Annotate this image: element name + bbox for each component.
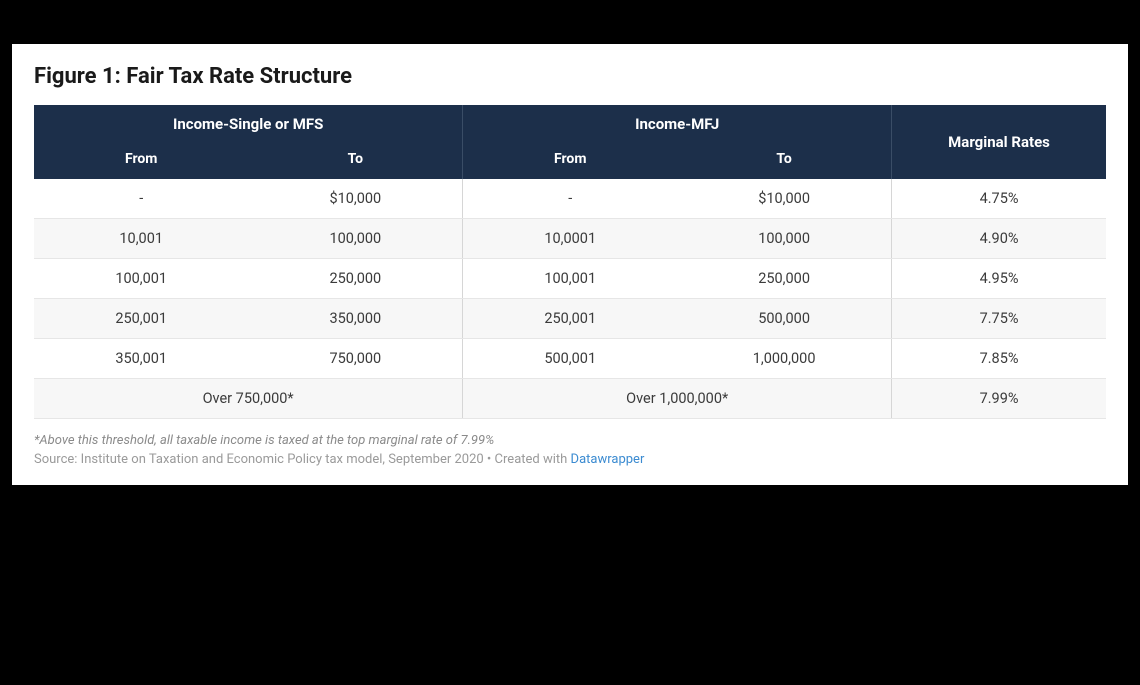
table-header: Income-Single or MFS Income-MFJ Marginal… [34, 105, 1106, 179]
cell-rate: 4.75% [892, 179, 1106, 219]
cell-single-to: 350,000 [248, 299, 462, 339]
cell-single-to: 750,000 [248, 339, 462, 379]
cell-single-to: $10,000 [248, 179, 462, 219]
cell-single-from: 350,001 [34, 339, 248, 379]
table-row: 100,001250,000100,001250,0004.95% [34, 259, 1106, 299]
col-group-mfj: Income-MFJ [463, 105, 892, 143]
cell-single-to: 100,000 [248, 219, 462, 259]
figure-title: Figure 1: Fair Tax Rate Structure [34, 64, 1106, 89]
col-mfj-to: To [677, 143, 891, 179]
cell-rate: 4.95% [892, 259, 1106, 299]
tax-table: Income-Single or MFS Income-MFJ Marginal… [34, 105, 1106, 419]
table-row: -$10,000-$10,0004.75% [34, 179, 1106, 219]
cell-single-from: 100,001 [34, 259, 248, 299]
source-line: Source: Institute on Taxation and Econom… [34, 452, 1106, 467]
cell-mfj-to: 100,000 [677, 219, 891, 259]
cell-single-span: Over 750,000* [34, 379, 463, 419]
col-group-single: Income-Single or MFS [34, 105, 463, 143]
cell-rate: 7.85% [892, 339, 1106, 379]
table-row: 250,001350,000250,001500,0007.75% [34, 299, 1106, 339]
cell-mfj-to: 500,000 [677, 299, 891, 339]
figure-card: Figure 1: Fair Tax Rate Structure Income… [12, 44, 1128, 485]
cell-single-from: 250,001 [34, 299, 248, 339]
col-single-to: To [248, 143, 462, 179]
col-mfj-from: From [463, 143, 677, 179]
table-row: 350,001750,000500,0011,000,0007.85% [34, 339, 1106, 379]
table-row: Over 750,000*Over 1,000,000*7.99% [34, 379, 1106, 419]
cell-single-from: 10,001 [34, 219, 248, 259]
footnote-text: *Above this threshold, all taxable incom… [34, 433, 1106, 448]
cell-rate: 7.75% [892, 299, 1106, 339]
cell-mfj-from: 100,001 [463, 259, 677, 299]
table-row: 10,001100,00010,0001100,0004.90% [34, 219, 1106, 259]
cell-mfj-from: 500,001 [463, 339, 677, 379]
cell-mfj-from: 10,0001 [463, 219, 677, 259]
cell-rate: 7.99% [892, 379, 1106, 419]
cell-mfj-from: 250,001 [463, 299, 677, 339]
source-link[interactable]: Datawrapper [571, 452, 645, 467]
cell-mfj-from: - [463, 179, 677, 219]
col-single-from: From [34, 143, 248, 179]
cell-rate: 4.90% [892, 219, 1106, 259]
cell-single-from: - [34, 179, 248, 219]
cell-mfj-to: 1,000,000 [677, 339, 891, 379]
table-body: -$10,000-$10,0004.75%10,001100,00010,000… [34, 179, 1106, 419]
source-text: Source: Institute on Taxation and Econom… [34, 452, 571, 467]
col-group-rates: Marginal Rates [892, 105, 1106, 179]
cell-mfj-to: $10,000 [677, 179, 891, 219]
cell-mfj-to: 250,000 [677, 259, 891, 299]
cell-single-to: 250,000 [248, 259, 462, 299]
cell-mfj-span: Over 1,000,000* [463, 379, 892, 419]
